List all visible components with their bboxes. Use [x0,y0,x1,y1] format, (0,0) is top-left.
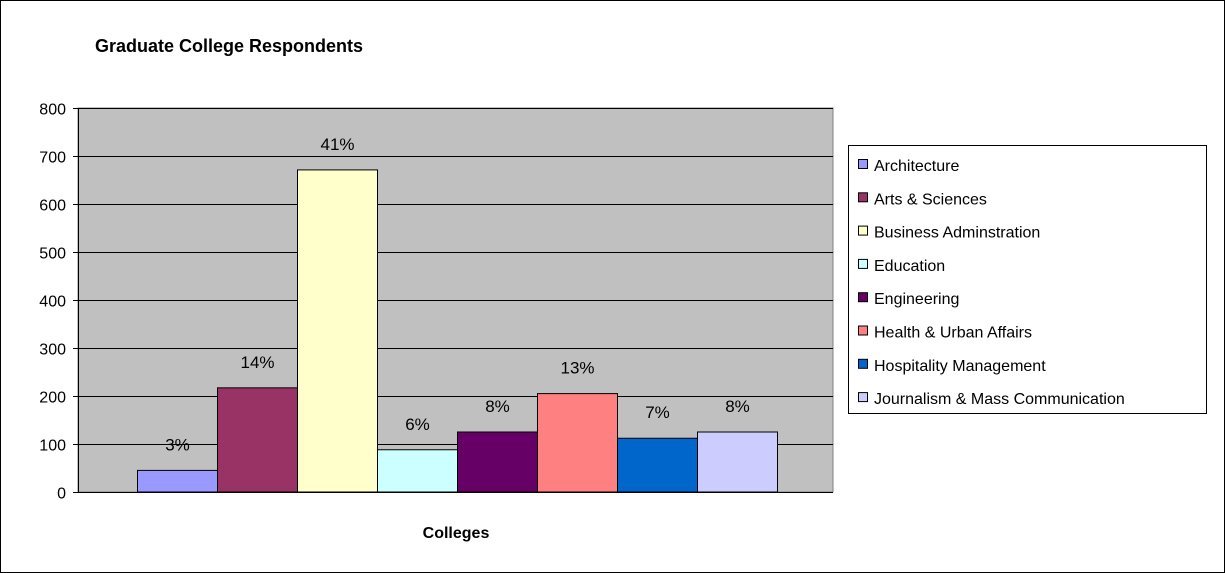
legend-swatch [858,258,868,269]
data-label: 14% [240,353,274,372]
y-tick-label: 800 [39,102,66,119]
legend-label: Journalism & Mass Communication [874,391,1125,408]
legend-swatch [858,358,868,369]
data-label: 7% [645,403,670,422]
data-label: 6% [405,415,430,434]
legend-label: Education [874,258,945,275]
legend-swatch [858,325,868,336]
y-tick-label: 700 [39,150,66,167]
bar-1 [217,387,298,493]
legend-label: Business Adminstration [874,225,1040,242]
bar-0 [137,469,218,493]
legend-swatch [858,192,868,203]
data-label: 41% [320,135,354,154]
legend: Architecture Arts & Sciences Business Admi… [848,145,1207,414]
y-tick-label: 0 [57,486,66,503]
bar-3 [377,449,458,493]
legend-swatch [858,225,868,236]
legend-swatch [858,392,868,403]
bar-6 [617,437,698,493]
bar-7 [697,431,778,493]
legend-label: Architecture [874,158,959,175]
legend-label: Hospitality Management [874,358,1046,375]
legend-box [848,145,1207,414]
data-label: 13% [560,359,594,378]
legend-swatch [858,292,868,303]
y-tick-label: 600 [39,198,66,215]
y-tick-label: 300 [39,342,66,359]
y-tick-label: 200 [39,390,66,407]
legend-label: Engineering [874,291,959,308]
legend-swatch [858,159,868,169]
y-tick-label: 400 [39,294,66,311]
legend-label: Arts & Sciences [874,191,987,208]
x-axis-label: Colleges [423,525,490,542]
data-label: 8% [725,397,750,416]
data-label: 8% [485,397,510,416]
y-tick-label: 100 [39,438,66,455]
bar-4 [457,431,538,493]
bar-5 [537,393,618,493]
legend-label: Health & Urban Affairs [874,325,1032,342]
plot-area: 0 100 200 300 400 500 600 700 800 3% 14% 41% 6% 8% 13%… [39,102,834,503]
data-label: 3% [165,435,190,454]
chart-title: Graduate College Respondents [95,36,363,56]
bar-2 [297,169,378,493]
y-tick-label: 500 [39,246,66,263]
